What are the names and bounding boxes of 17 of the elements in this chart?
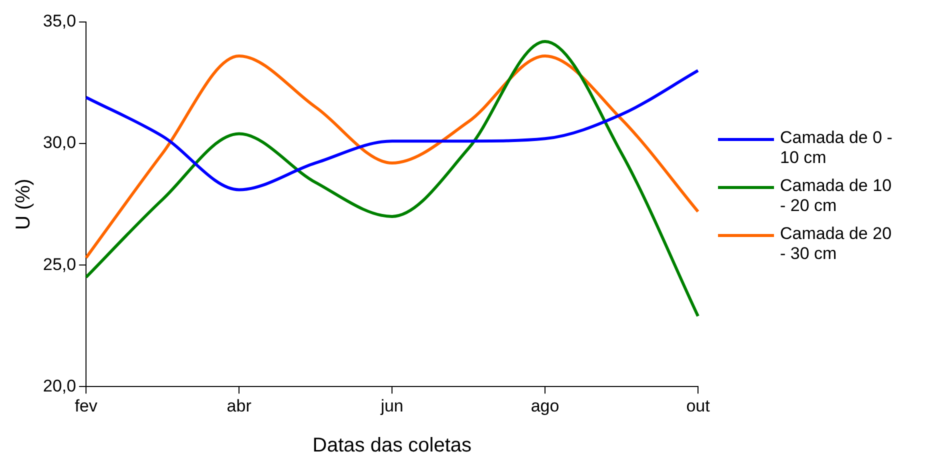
x-axis-title: Datas das coletas: [312, 434, 472, 457]
legend-label: Camada de 20 - 30 cm: [780, 224, 893, 264]
x-tick-label: out: [686, 396, 710, 416]
y-tick-label: 25,0: [42, 254, 76, 274]
x-tick-label: abr: [226, 396, 252, 416]
legend-label: Camada de 0 - 10 cm: [780, 128, 894, 168]
x-tick-label: fev: [74, 396, 98, 416]
line-series: [84, 69, 700, 192]
y-tick-label: 35,0: [42, 12, 76, 31]
y-tick-label: 30,0: [42, 133, 76, 152]
legend-label: Camada de 10 - 20 cm: [780, 176, 893, 216]
line-series: [84, 54, 700, 260]
x-tick-label: ago: [530, 396, 560, 416]
line-series: [84, 40, 700, 318]
y-tick-label: 20,0: [42, 376, 76, 396]
y-axis-title: U (%): [12, 178, 35, 230]
x-tick-label: jun: [380, 396, 404, 416]
